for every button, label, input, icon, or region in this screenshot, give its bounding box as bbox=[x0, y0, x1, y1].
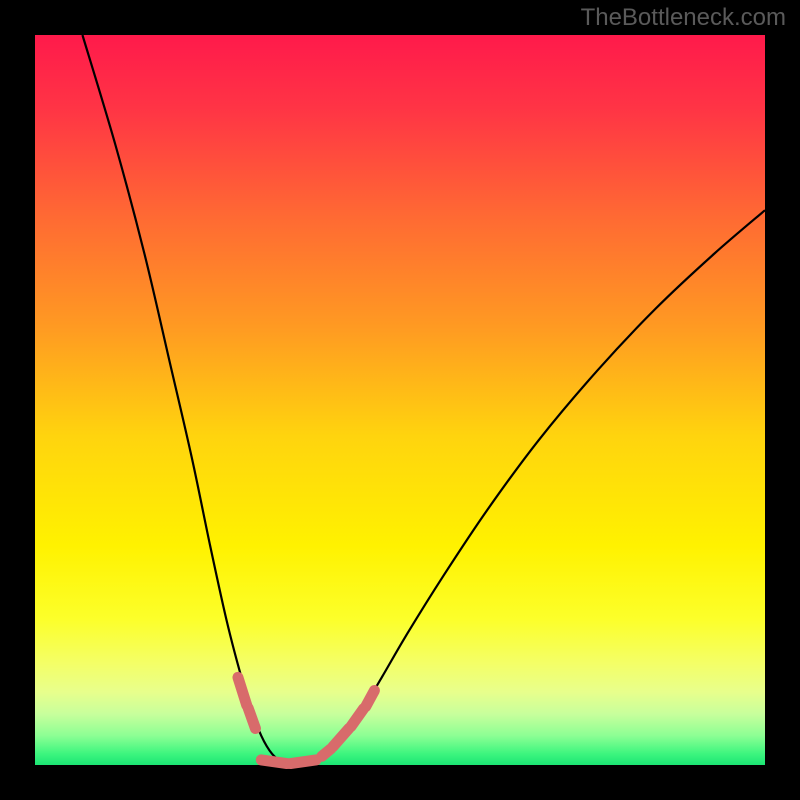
highlight-segment bbox=[238, 677, 247, 705]
highlight-segment bbox=[248, 708, 255, 728]
highlight-segment bbox=[261, 760, 287, 764]
highlight-segment bbox=[333, 729, 349, 747]
plot-area bbox=[35, 35, 765, 765]
highlight-segment bbox=[366, 691, 375, 707]
bottleneck-curve bbox=[82, 35, 765, 765]
watermark-text: TheBottleneck.com bbox=[581, 4, 786, 32]
curve-layer bbox=[35, 35, 765, 765]
highlight-segment bbox=[291, 760, 317, 764]
highlight-segment bbox=[351, 709, 363, 727]
